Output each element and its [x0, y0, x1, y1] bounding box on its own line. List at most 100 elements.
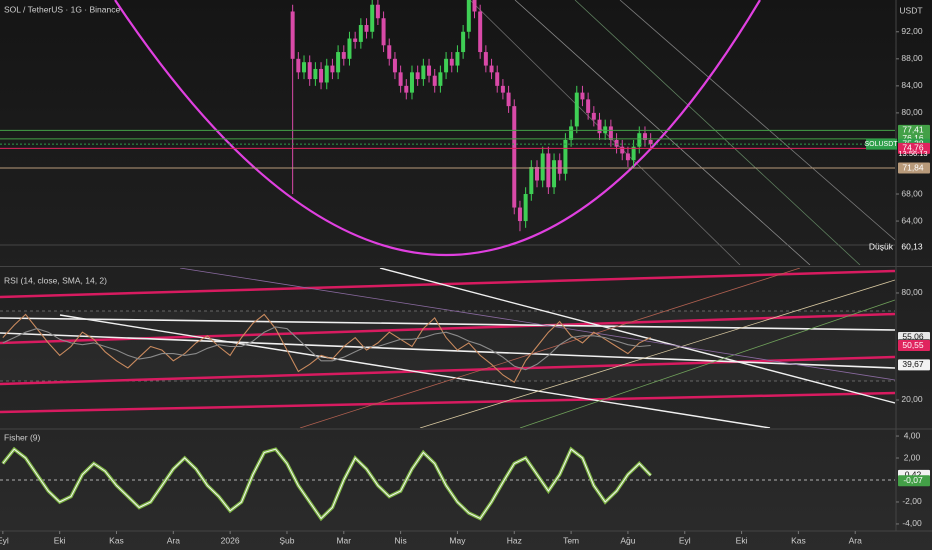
- symbol-tag-box: [866, 138, 897, 150]
- symbol-tag: SOLUSDT: [864, 141, 898, 148]
- currency-label: USDT: [899, 5, 922, 15]
- candle-body: [506, 92, 511, 107]
- trend-line: [59, 314, 771, 428]
- candle-body: [529, 166, 534, 195]
- candle-body: [597, 119, 602, 134]
- candle-body: [302, 62, 307, 73]
- channel-line: [0, 269, 895, 299]
- chart-title: SOL / TetherUS · 1G · Binance: [4, 4, 120, 14]
- x-tick-label: Eki: [54, 535, 66, 545]
- candle-body: [449, 58, 454, 66]
- trend-line: [574, 0, 861, 265]
- x-tick-label: Eyl: [0, 535, 9, 545]
- candle-body: [478, 11, 483, 53]
- x-tick-label: May: [449, 535, 466, 545]
- candle-body: [523, 194, 528, 222]
- candle-body: [330, 65, 335, 73]
- y-tick-label: 92,00: [901, 26, 923, 36]
- price-label: 76,16: [902, 133, 924, 143]
- candle-body: [296, 58, 301, 73]
- candle-body: [415, 72, 420, 80]
- drawings: [0, 0, 895, 265]
- x-tick-label: Ara: [167, 535, 181, 545]
- trend-line: [0, 332, 895, 369]
- panel: [0, 0, 895, 232]
- countdown: 13:56:13: [898, 149, 927, 158]
- y-tick-label: 88,00: [901, 53, 923, 63]
- candle-body: [472, 0, 477, 12]
- candle-body: [444, 58, 449, 73]
- candle-body: [438, 72, 443, 86]
- x-tick-label: Eki: [736, 535, 748, 545]
- price-label: 0,42: [905, 470, 922, 480]
- y-tick-label: 64,00: [901, 215, 923, 225]
- x-tick-label: Eyl: [679, 535, 691, 545]
- candle-body: [569, 126, 574, 140]
- candle-body: [421, 65, 426, 80]
- candle-body: [364, 25, 369, 32]
- x-tick-label: Kas: [791, 535, 806, 545]
- candle-body: [552, 160, 557, 188]
- candle-body: [483, 52, 488, 66]
- price-label: 71,84: [902, 162, 924, 172]
- price-label-box: [898, 359, 930, 371]
- candle-body: [313, 68, 318, 80]
- x-tick-label: Mar: [336, 535, 351, 545]
- candle-body: [625, 153, 630, 161]
- y-tick-label: 84,00: [901, 80, 923, 90]
- y-tick-label: -4,00: [902, 518, 922, 528]
- candle-body: [432, 75, 437, 86]
- price-label-box: [898, 124, 930, 136]
- candle-body: [336, 52, 341, 73]
- candle-body: [370, 4, 375, 32]
- candle-body: [631, 146, 636, 161]
- y-tick-label: 2,00: [904, 452, 921, 462]
- indicator-line: [2, 313, 651, 383]
- candle-body: [319, 68, 324, 83]
- candle-body: [427, 65, 432, 76]
- parabola: [114, 0, 761, 257]
- candle-body: [586, 99, 591, 113]
- price-label: 55,06: [902, 332, 924, 342]
- candle-body: [535, 166, 539, 181]
- trend-line: [519, 299, 895, 428]
- candle-body: [637, 133, 642, 147]
- indicator-title: Fisher (9): [4, 432, 41, 442]
- trend-line: [419, 279, 895, 428]
- price-label-box: [898, 162, 930, 174]
- candle-body: [648, 139, 653, 145]
- y-tick-label: 80,00: [901, 107, 923, 117]
- y-tick-label: 68,00: [901, 188, 923, 198]
- price-label-box: [898, 142, 930, 154]
- candle-body: [307, 62, 312, 80]
- candle-body: [546, 153, 551, 188]
- candle-body: [347, 38, 352, 59]
- panel: [1, 446, 652, 522]
- candle-body: [381, 18, 386, 46]
- indicator-title: RSI (14, close, SMA, 14, 2): [4, 275, 107, 285]
- low-label: Düşük: [869, 241, 894, 251]
- trend-line: [0, 317, 895, 331]
- price-label-box: [898, 475, 930, 487]
- trend-line: [179, 268, 895, 381]
- candle-body: [341, 52, 346, 59]
- candle-body: [461, 31, 466, 53]
- candle-body: [608, 126, 613, 140]
- candle-body: [466, 0, 471, 32]
- x-tick-label: Şub: [279, 535, 294, 545]
- candle-body: [512, 106, 517, 208]
- candle-body: [358, 25, 363, 42]
- price-label: 50,55: [902, 340, 924, 350]
- candle-body: [404, 85, 409, 93]
- candle-body: [409, 72, 414, 93]
- channel-line: [0, 391, 895, 414]
- panel: [2, 313, 651, 383]
- x-tick-label: 2026: [221, 535, 240, 545]
- x-tick-label: Ağu: [620, 535, 635, 545]
- candle-body: [290, 11, 295, 59]
- price-label-box: [898, 340, 930, 352]
- y-tick-label: 4,00: [904, 430, 921, 440]
- candle-body: [580, 92, 585, 100]
